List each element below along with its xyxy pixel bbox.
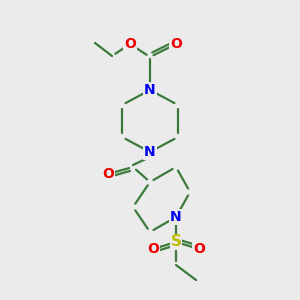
Text: N: N [144, 83, 156, 97]
Text: O: O [102, 167, 114, 181]
Text: O: O [170, 37, 182, 51]
Text: N: N [144, 145, 156, 159]
Text: O: O [124, 37, 136, 51]
Text: O: O [193, 242, 205, 256]
Text: N: N [170, 210, 182, 224]
Text: S: S [170, 235, 182, 250]
Text: O: O [147, 242, 159, 256]
